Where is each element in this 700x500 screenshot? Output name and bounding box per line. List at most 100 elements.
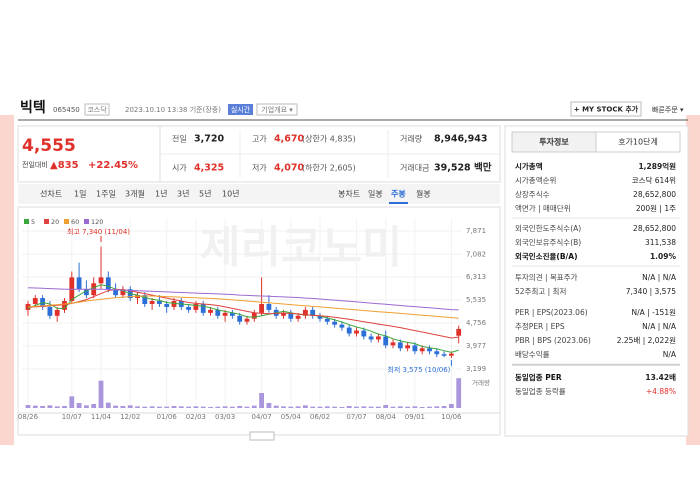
tab[interactable]: 1년 — [155, 189, 167, 199]
tab[interactable]: 1일 — [74, 190, 86, 199]
volume-bar — [76, 403, 82, 408]
volume-label: 거래량 — [472, 378, 490, 387]
volume-bar — [434, 406, 440, 408]
info-value: 311,538 — [645, 238, 676, 247]
volume-bar — [135, 406, 140, 408]
volume-bar — [397, 406, 403, 408]
volume-bar — [200, 406, 206, 408]
volume-bar — [84, 405, 89, 408]
info-label: 액면가 | 매매단위 — [515, 203, 571, 213]
candle-body — [288, 312, 294, 319]
volume-bar — [171, 406, 177, 408]
realtime[interactable]: 실시간 — [231, 105, 251, 114]
volume-bar — [332, 406, 337, 408]
overview[interactable]: 기업개요 ▾ — [261, 105, 293, 114]
candle-body — [449, 353, 454, 356]
x-tick-label: 06/02 — [310, 413, 330, 421]
tab[interactable]: 주봉 — [391, 189, 406, 199]
stat-value: 8,946,943 — [434, 134, 488, 145]
stat-label: 고가 — [252, 135, 267, 144]
candle-body — [339, 324, 345, 328]
volume-bar — [113, 405, 118, 408]
info-value: 28,652,800 — [633, 190, 676, 199]
x-tick-label: 03/03 — [215, 413, 235, 421]
chart: 7,871 7,082 6,313 5,535 4,756 3,977 3,199 08/26… — [18, 218, 490, 421]
info-value: N/A | -151원 — [632, 308, 677, 317]
info-label: 동일업종 등락률 — [515, 387, 566, 396]
volume-bar — [281, 406, 286, 408]
quick-order[interactable]: 빠른주문 ▾ — [652, 105, 684, 114]
info-label: 52주최고 | 최저 — [515, 286, 566, 296]
volume-bar — [62, 406, 67, 408]
candle-body — [295, 315, 301, 319]
candle-body — [346, 327, 352, 334]
x-tick-label: 10/07 — [62, 413, 82, 421]
candle-body — [237, 315, 243, 322]
info-label: 외국인한도주식수(A) — [515, 223, 581, 233]
legend-swatch — [44, 219, 49, 224]
tab[interactable]: 10년 — [222, 189, 240, 199]
info-panel — [504, 125, 689, 437]
tab[interactable]: 1주일 — [96, 190, 116, 199]
candle-body — [84, 289, 89, 296]
candle-body — [324, 318, 330, 322]
volume-bar — [266, 403, 272, 408]
info-label: 상장주식수 — [515, 189, 550, 199]
stat-extra: (상한가 4,835) — [302, 134, 356, 144]
volume-bar — [346, 406, 352, 408]
volume-bar — [288, 406, 294, 408]
candle-body — [251, 312, 257, 319]
stat-label: 거래대금 — [400, 164, 429, 173]
candle-body — [390, 342, 396, 346]
moving-average — [27, 284, 459, 353]
volume-bar — [251, 405, 257, 408]
y-tick-label: 6,313 — [466, 273, 486, 281]
candle-body — [383, 336, 389, 346]
info-value: 13.42배 — [645, 372, 676, 382]
x-tick-label: 08/04 — [376, 413, 397, 421]
candle-body — [142, 295, 148, 304]
info-value: N/A | N/A — [642, 322, 677, 331]
candle-body — [215, 309, 221, 316]
moving-average — [28, 288, 459, 339]
tab[interactable]: 5년 — [199, 189, 211, 199]
volume-bar — [317, 406, 323, 408]
candle-body — [281, 312, 286, 316]
x-tick-label: 01/06 — [157, 413, 178, 421]
tab-label: 선차트 — [40, 190, 62, 199]
info-label: PER | EPS(2023.06) — [515, 308, 588, 317]
info-label: 추정PER | EPS — [515, 321, 565, 331]
candle-body — [434, 351, 440, 355]
candle-body — [361, 330, 367, 337]
candle-body — [310, 309, 316, 316]
candle-body — [171, 301, 177, 307]
volume-bar — [98, 380, 104, 408]
change: ▲835 — [50, 160, 79, 171]
market: 코스닥 — [87, 105, 107, 114]
collapse-button[interactable] — [249, 431, 275, 441]
candle-body — [317, 315, 323, 319]
tab[interactable]: 3개월 — [125, 189, 145, 199]
candle-body — [456, 328, 462, 336]
volume-bar — [186, 406, 191, 408]
info-tab[interactable]: 투자정보 — [539, 137, 569, 147]
volume-bar — [339, 407, 345, 408]
info-value: 7,340 | 3,575 — [626, 287, 676, 296]
volume-bar — [142, 406, 148, 408]
stat-label: 전일 — [172, 134, 187, 144]
candle-body — [230, 312, 235, 316]
volume-bar — [383, 405, 389, 408]
tab[interactable]: 3년 — [177, 189, 189, 199]
volume-bar — [178, 406, 184, 408]
tab[interactable]: 일봉 — [368, 190, 383, 199]
info-value: 28,652,800 — [633, 224, 676, 233]
my-stock[interactable]: + MY STOCK 추가 — [574, 105, 639, 114]
x-tick-label: 08/26 — [18, 413, 39, 421]
tab[interactable]: 월봉 — [416, 189, 431, 199]
volume-bar — [40, 406, 45, 408]
volume-bar — [244, 406, 250, 408]
info-label: 시가총액순위 — [515, 175, 556, 185]
info-tab[interactable]: 호가10단계 — [618, 137, 658, 147]
chart-tabs: 선차트 1일 1주일 3개월 1년 3년 5년 10년 봉차트 일봉 주봉 월봉 — [40, 189, 431, 204]
volume-bar — [273, 405, 279, 408]
